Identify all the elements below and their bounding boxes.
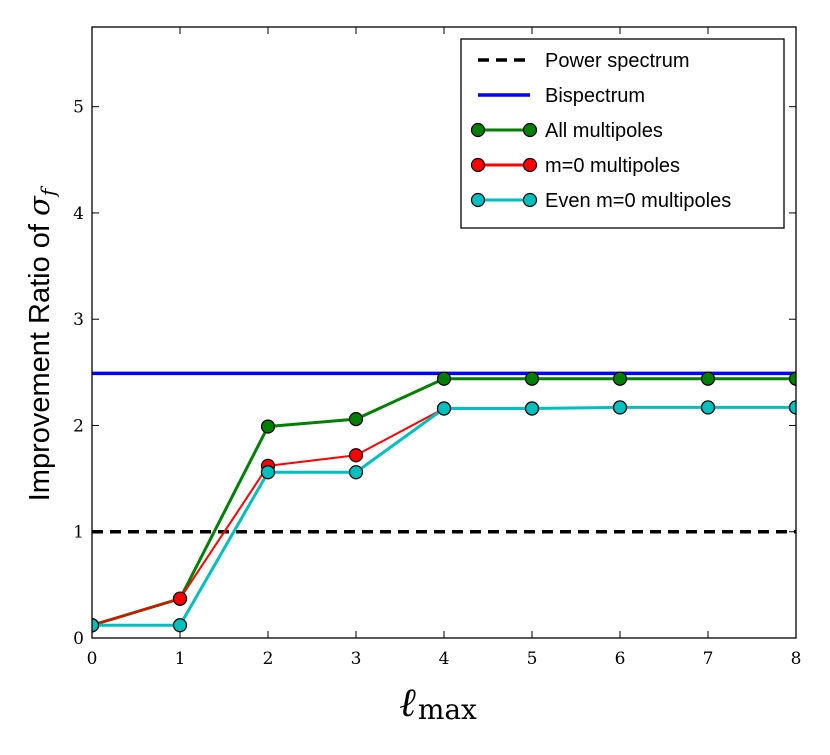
point-even-m-0-multipoles-6 <box>612 400 628 415</box>
legend-marker-even-m-0-multipoles-b <box>522 192 538 208</box>
series-line-all-multipoles <box>92 377 796 627</box>
point-all-multipoles-2 <box>260 419 276 434</box>
y-tick-label-1: 1 <box>73 523 84 543</box>
y-axis-label: Improvement Ratio of σf <box>22 185 60 501</box>
legend-label-all-multipoles: All multipoles <box>545 120 663 142</box>
point-all-multipoles-4 <box>436 371 452 386</box>
legend: Power spectrum Bispectrum All multipoles m=… <box>460 38 785 229</box>
point-even-m-0-multipoles-4 <box>436 401 452 416</box>
legend-box <box>460 38 785 229</box>
y-tick-label-0: 0 <box>73 629 84 649</box>
point-even-m-0-multipoles-1 <box>172 618 188 633</box>
point-all-multipoles-6 <box>612 371 628 386</box>
point-all-multipoles-5 <box>524 371 540 386</box>
point-even-m-0-multipoles-7 <box>700 400 716 415</box>
x-tick-label-7: 7 <box>703 649 714 669</box>
legend-label-bispectrum: Bispectrum <box>545 85 645 107</box>
legend-marker-all-multipoles-b <box>522 122 538 138</box>
legend-marker-m-0-multipoles-a <box>470 157 486 173</box>
legend-label-even-m-0-multipoles: Even m=0 multipoles <box>545 190 731 212</box>
y-tick-label-5: 5 <box>73 98 84 118</box>
point-all-multipoles-3 <box>348 412 364 427</box>
x-axis-label: ℓmax <box>399 680 477 726</box>
point-even-m-0-multipoles-5 <box>524 401 540 416</box>
point-even-m-0-multipoles-2 <box>260 465 276 480</box>
x-tick-label-3: 3 <box>351 649 362 669</box>
point-even-m-0-multipoles-3 <box>348 465 364 480</box>
axes: 0 1 2 3 4 5 6 7 8 0 1 2 3 4 5 <box>73 26 802 669</box>
plot-area <box>92 371 796 633</box>
y-tick-label-3: 3 <box>73 310 84 330</box>
axis-labels: Improvement Ratio of σf ℓmax <box>22 185 477 726</box>
y-tick-label-2: 2 <box>73 416 84 436</box>
x-tick-label-6: 6 <box>615 649 626 669</box>
point-even-m-0-multipoles-0 <box>92 618 100 633</box>
x-tick-label-2: 2 <box>263 649 274 669</box>
point-m-0-multipoles-3 <box>348 448 364 463</box>
legend-marker-all-multipoles-a <box>470 122 486 138</box>
x-tick-label-0: 0 <box>87 649 98 669</box>
x-tick-label-5: 5 <box>527 649 538 669</box>
point-m-0-multipoles-1 <box>172 591 188 606</box>
x-tick-label-4: 4 <box>439 649 450 669</box>
legend-label-power-spectrum: Power spectrum <box>545 50 690 72</box>
x-tick-label-8: 8 <box>791 649 802 669</box>
point-even-m-0-multipoles-8 <box>788 400 796 415</box>
y-tick-label-4: 4 <box>73 204 84 224</box>
legend-marker-m-0-multipoles-b <box>522 157 538 173</box>
legend-label-m-0-multipoles: m=0 multipoles <box>545 155 680 177</box>
legend-marker-even-m-0-multipoles-a <box>470 192 486 208</box>
x-tick-label-1: 1 <box>175 649 186 669</box>
series-line-even-m-0-multipoles <box>92 405 796 627</box>
point-all-multipoles-7 <box>700 371 716 386</box>
point-all-multipoles-8 <box>788 371 796 386</box>
